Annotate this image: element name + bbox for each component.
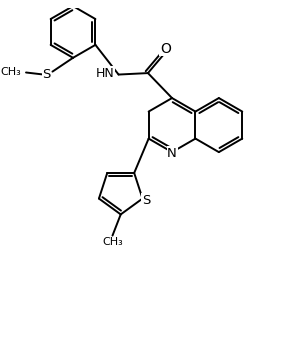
Text: CH₃: CH₃ xyxy=(1,67,21,78)
Text: S: S xyxy=(142,193,150,207)
Text: S: S xyxy=(42,68,51,81)
Text: CH₃: CH₃ xyxy=(102,237,123,247)
Text: HN: HN xyxy=(95,67,114,79)
Text: O: O xyxy=(160,42,171,56)
Text: N: N xyxy=(167,147,177,160)
